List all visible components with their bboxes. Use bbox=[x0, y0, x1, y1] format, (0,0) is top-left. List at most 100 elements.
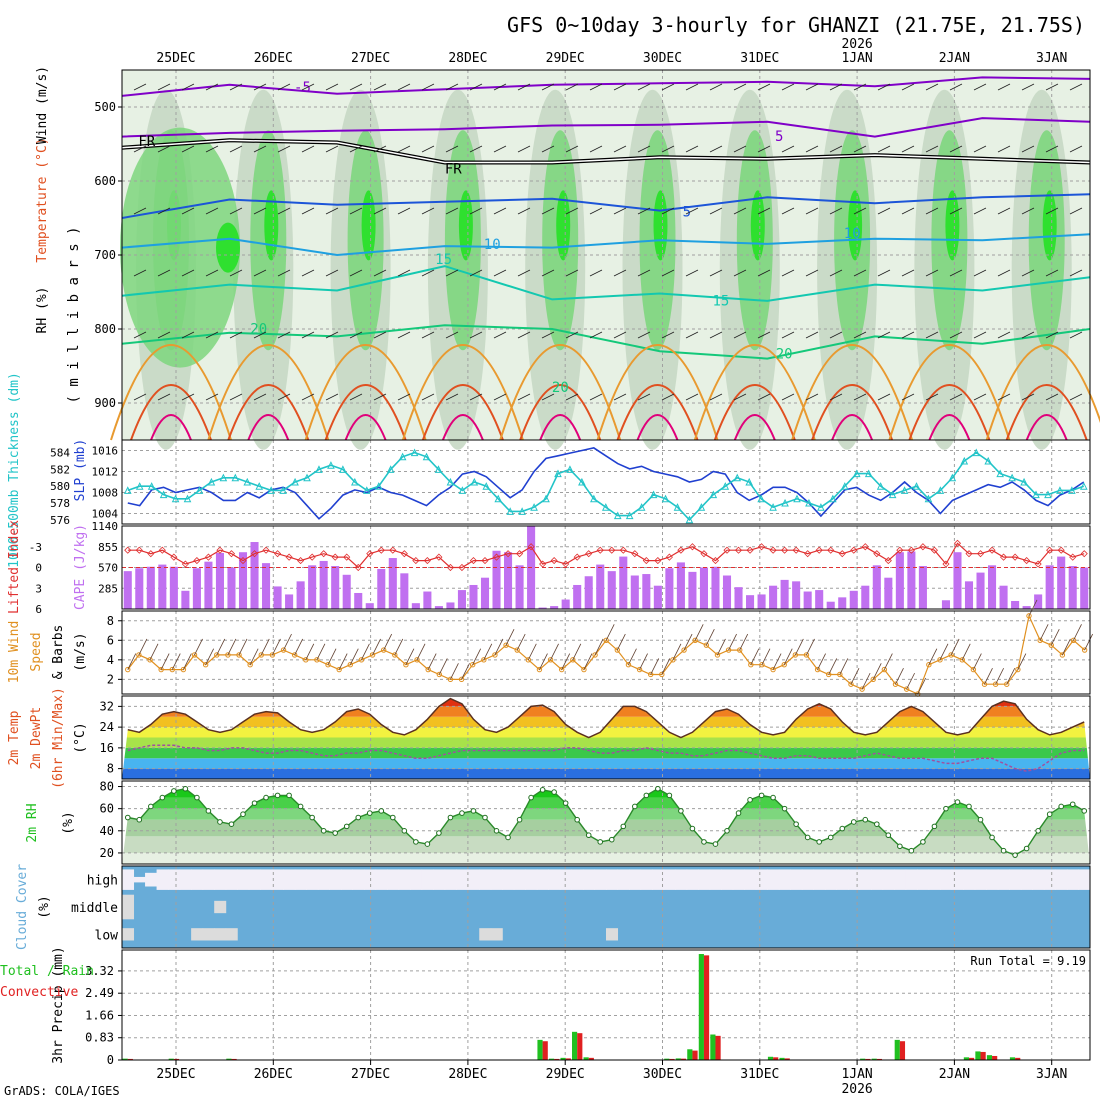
temp-tick-label: 16 bbox=[100, 741, 114, 755]
wind-barb bbox=[589, 331, 603, 339]
wind-barb bbox=[181, 145, 195, 153]
wind-marker bbox=[214, 652, 220, 658]
wind-marker bbox=[125, 666, 131, 673]
cape-bar bbox=[296, 581, 305, 609]
wind-barb bbox=[493, 145, 507, 153]
wind-barb bbox=[613, 331, 627, 339]
lifted-marker bbox=[758, 543, 766, 551]
wind-marker bbox=[469, 662, 476, 668]
wind-barb bbox=[397, 393, 411, 401]
thickness-marker bbox=[637, 503, 646, 511]
precip-convective-bar bbox=[715, 1035, 721, 1060]
precip-total-bar bbox=[572, 1031, 578, 1060]
rh-marker bbox=[482, 814, 488, 821]
wind-barb bbox=[517, 269, 531, 277]
wind-barb bbox=[717, 638, 726, 656]
wind-marker bbox=[380, 647, 387, 653]
wind-barb bbox=[301, 145, 315, 153]
lifted-marker bbox=[389, 546, 397, 554]
wind-marker bbox=[525, 657, 532, 663]
wind-barb bbox=[227, 638, 237, 656]
wind-marker bbox=[625, 662, 632, 668]
cape-bar bbox=[746, 595, 755, 609]
lifted-marker bbox=[354, 563, 362, 572]
wind-barb bbox=[397, 207, 411, 215]
lifted-marker bbox=[815, 546, 823, 554]
cape-bar bbox=[653, 585, 662, 609]
wind-barb bbox=[637, 331, 651, 339]
warm-contour bbox=[519, 384, 602, 441]
wind-marker bbox=[392, 652, 398, 658]
wind-barb bbox=[541, 331, 555, 339]
temp-color-band bbox=[122, 737, 1090, 748]
wind-barb bbox=[1045, 393, 1059, 401]
wind-barb bbox=[850, 668, 860, 685]
lifted-marker bbox=[769, 546, 777, 554]
lifted-marker bbox=[400, 550, 408, 558]
warm-contour bbox=[985, 344, 1100, 441]
thickness-marker bbox=[446, 477, 455, 486]
thickness-marker bbox=[840, 482, 849, 490]
ylabel-wind-10m: 10m Wind bbox=[7, 621, 22, 684]
cape-bar bbox=[515, 565, 524, 609]
rh-marker bbox=[171, 788, 177, 794]
wind-barb bbox=[561, 653, 571, 670]
wind-barb bbox=[872, 663, 882, 680]
wind-barb bbox=[383, 633, 393, 651]
wind-barb bbox=[925, 331, 939, 339]
rh-peak bbox=[458, 190, 473, 261]
thickness-marker bbox=[852, 469, 861, 478]
wind-barb bbox=[194, 638, 203, 656]
wind-barb bbox=[272, 638, 281, 656]
wind-marker bbox=[903, 686, 910, 692]
top-date-label: 27DEC bbox=[351, 51, 390, 66]
rh-marker bbox=[217, 819, 223, 825]
wind-marker bbox=[558, 666, 565, 673]
bottom-date-label: 27DEC bbox=[351, 1067, 390, 1082]
rh-marker bbox=[355, 814, 362, 821]
wind-marker bbox=[269, 652, 276, 658]
wind-marker bbox=[158, 666, 164, 673]
rh-marker bbox=[874, 821, 880, 827]
lifted-marker bbox=[861, 543, 869, 551]
thickness-marker bbox=[530, 503, 538, 511]
slp-tick-label: 1012 bbox=[92, 466, 119, 479]
wind-barb bbox=[709, 145, 723, 153]
precip-total-bar bbox=[986, 1055, 993, 1060]
cape-bar bbox=[400, 573, 409, 609]
wind-barb bbox=[405, 648, 415, 665]
wind-barb bbox=[928, 648, 938, 665]
cloud-cell bbox=[525, 869, 538, 890]
yaxis-title-millibars: ( m i l l i b a r s ) bbox=[66, 226, 82, 403]
lifted-marker bbox=[665, 553, 673, 561]
thickness-tick-label: 576 bbox=[50, 514, 70, 527]
cloud-row-label: low bbox=[95, 928, 119, 943]
rh-marker bbox=[528, 794, 534, 801]
cape-bar bbox=[676, 562, 685, 609]
lifted-marker bbox=[1034, 560, 1042, 568]
thickness-marker bbox=[207, 477, 216, 486]
wind-barb bbox=[984, 668, 993, 685]
thickness-marker bbox=[721, 482, 730, 490]
contour-label: 15 bbox=[435, 252, 452, 268]
wind-barb bbox=[253, 83, 267, 91]
thickness-marker bbox=[829, 494, 837, 503]
wind-barb bbox=[133, 331, 147, 339]
rh-marker bbox=[839, 825, 846, 832]
precip-convective-bar bbox=[127, 1058, 133, 1060]
thickness-marker bbox=[434, 465, 443, 473]
wind-barb bbox=[901, 269, 915, 277]
wind-marker bbox=[837, 671, 843, 678]
wind-barb bbox=[733, 269, 747, 277]
upper-air-panel: 500 600 700 800 900 -5 5 FR FR 5 10 10 15 15 20 20 20 25D… bbox=[35, 37, 1100, 450]
cape-bar bbox=[722, 575, 732, 609]
wind-marker bbox=[258, 652, 264, 658]
thickness-marker bbox=[386, 465, 395, 473]
wind-barb bbox=[901, 331, 915, 339]
wind-barb bbox=[685, 269, 699, 277]
rh-marker bbox=[585, 832, 592, 839]
lifted-marker bbox=[850, 546, 858, 554]
lifted-marker bbox=[308, 553, 316, 561]
cloud-cell bbox=[1078, 869, 1091, 890]
wind-barb bbox=[817, 653, 826, 670]
